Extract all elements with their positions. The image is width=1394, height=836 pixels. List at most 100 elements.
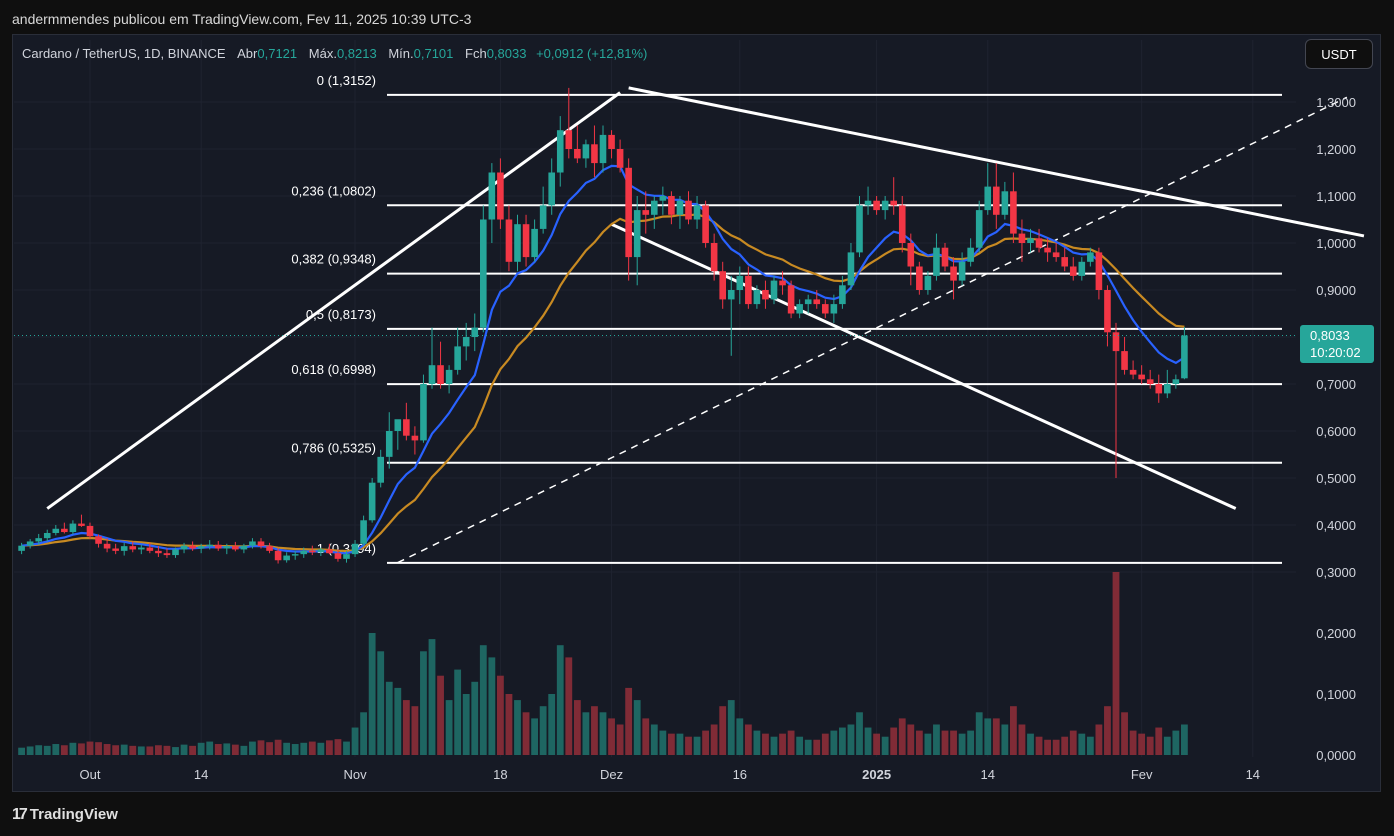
candle-body bbox=[172, 549, 179, 556]
candles bbox=[14, 87, 1296, 564]
bar-countdown: 10:20:02 bbox=[1310, 345, 1361, 360]
candle-body bbox=[497, 172, 504, 220]
fib-level-label: 0,786 (0,5325) bbox=[291, 441, 376, 456]
candle-body bbox=[155, 550, 162, 554]
candle-body bbox=[26, 541, 34, 546]
volume-bar bbox=[890, 727, 898, 755]
candle-body bbox=[505, 219, 513, 262]
volume-bar bbox=[616, 724, 624, 755]
volume-bar bbox=[941, 730, 949, 755]
candle-body bbox=[138, 547, 145, 550]
candle-body bbox=[745, 275, 752, 305]
candle-body bbox=[514, 224, 521, 262]
open-value: 0,7121 bbox=[257, 46, 298, 61]
price-axis-label: 0,0000 bbox=[1316, 748, 1356, 763]
candle-body bbox=[385, 431, 393, 457]
fib-level-label: 0,382 (0,9348) bbox=[291, 252, 376, 267]
volume-bar bbox=[377, 651, 385, 755]
candle-body bbox=[1010, 191, 1017, 234]
volume-bar bbox=[505, 694, 513, 755]
volume-bar bbox=[762, 733, 769, 755]
volume-bar bbox=[462, 694, 470, 755]
ema-fast-line bbox=[21, 164, 1185, 555]
candle-body bbox=[257, 541, 265, 547]
volume-bar bbox=[1138, 733, 1146, 755]
candle-body bbox=[591, 144, 598, 164]
price-axis-label: 1,1000 bbox=[1316, 189, 1356, 204]
candle-body bbox=[804, 299, 812, 305]
time-axis-label: 14 bbox=[1246, 767, 1260, 782]
volume-bar bbox=[685, 736, 692, 755]
candle-body bbox=[659, 196, 667, 201]
last-price-value: 0,8033 bbox=[1310, 328, 1350, 343]
volume-bar bbox=[120, 744, 128, 755]
time-axis-label: Dez bbox=[600, 767, 623, 782]
candle-body bbox=[1018, 233, 1026, 243]
candle-body bbox=[685, 200, 692, 220]
volume-bar bbox=[35, 745, 43, 755]
volume-bar bbox=[1035, 736, 1043, 755]
volume-bar bbox=[394, 687, 402, 755]
volume-bar bbox=[821, 733, 829, 755]
volume-bar bbox=[727, 700, 735, 755]
volume-bar bbox=[770, 736, 778, 755]
volume-bar bbox=[591, 706, 598, 755]
candle-body bbox=[43, 532, 51, 539]
candle-body bbox=[574, 149, 581, 159]
candle-body bbox=[822, 304, 829, 314]
candle-body bbox=[351, 543, 359, 555]
volume-bar bbox=[283, 742, 291, 755]
volume-bar bbox=[60, 745, 68, 755]
time-axis-label: 16 bbox=[733, 767, 747, 782]
candle-body bbox=[480, 219, 487, 328]
candle-body bbox=[1138, 374, 1145, 380]
volume-bar bbox=[710, 724, 718, 755]
candle-body bbox=[668, 196, 675, 215]
candle-body bbox=[975, 210, 983, 248]
candle-body bbox=[95, 536, 102, 544]
volume-bar bbox=[582, 712, 590, 755]
candle-body bbox=[266, 546, 273, 551]
volume-bar bbox=[420, 651, 427, 755]
tradingview-brand[interactable]: 17 TradingView bbox=[12, 806, 118, 824]
candle-body bbox=[360, 520, 367, 544]
candle-body bbox=[967, 247, 974, 262]
brand-name: TradingView bbox=[29, 806, 118, 823]
time-axis-label: Nov bbox=[343, 767, 367, 782]
candle-body bbox=[813, 299, 821, 305]
volume-bar bbox=[1172, 730, 1180, 755]
candle-body bbox=[787, 285, 795, 314]
candle-body bbox=[283, 555, 290, 561]
price-axis: 1,30001,20001,10001,00000,90000,80000,70… bbox=[1316, 95, 1356, 763]
candle-body bbox=[437, 365, 444, 384]
candle-body bbox=[1027, 238, 1034, 243]
candle-body bbox=[146, 547, 154, 551]
chart-panel[interactable] bbox=[12, 34, 1381, 792]
fib-level-label: 0,5 (0,8173) bbox=[306, 307, 376, 322]
moving-averages bbox=[21, 164, 1185, 555]
candle-body bbox=[864, 200, 872, 206]
time-axis-label: 18 bbox=[493, 767, 507, 782]
fib-level-label: 0,618 (0,6998) bbox=[291, 362, 376, 377]
fibonacci-retracement: 0 (1,3152) 0,236 (1,0802) 0,382 (0,9348) 0,… bbox=[291, 73, 1282, 564]
volume-bar bbox=[702, 730, 709, 755]
candle-body bbox=[719, 271, 726, 300]
candle-body bbox=[326, 549, 333, 554]
symbol-legend: Cardano / TetherUS, 1D, BINANCE Abr0,712… bbox=[22, 46, 647, 61]
volume-bar bbox=[548, 694, 556, 755]
volume-bar bbox=[197, 742, 205, 755]
candle-body bbox=[779, 280, 786, 286]
currency-button[interactable]: USDT bbox=[1305, 39, 1373, 69]
candle-body bbox=[61, 528, 68, 533]
candle-body bbox=[625, 167, 632, 258]
candle-body bbox=[762, 290, 769, 300]
price-axis-label: 1,0000 bbox=[1316, 236, 1356, 251]
price-axis-label: 0,7000 bbox=[1316, 377, 1356, 392]
candle-body bbox=[103, 543, 111, 549]
candle-body bbox=[206, 544, 213, 547]
volume-bar bbox=[1010, 706, 1017, 755]
fib-level-label: 0,236 (1,0802) bbox=[291, 183, 376, 198]
volume-bar bbox=[873, 733, 880, 755]
candle-body bbox=[933, 247, 940, 276]
